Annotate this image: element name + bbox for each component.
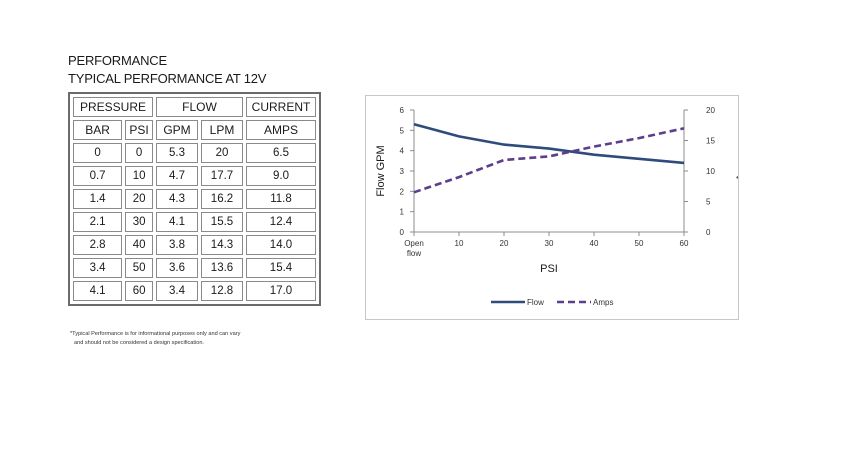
psi-column-header: PSI [125, 120, 153, 140]
y-tick-label: 4 [400, 147, 405, 156]
y2-tick-label: 0 [706, 228, 711, 237]
table-cell: 50 [125, 258, 153, 278]
table-cell: 2.8 [73, 235, 123, 255]
y-tick-label: 5 [400, 126, 405, 135]
table-row: 2.1 30 4.1 15.5 12.4 [73, 212, 316, 232]
table-column-header-row: BAR PSI GPM LPM AMPS [73, 120, 316, 140]
pressure-group-header: PRESSURE [73, 97, 153, 117]
table-row: 3.4 50 3.6 13.6 15.4 [73, 258, 316, 278]
table-cell: 4.1 [156, 212, 198, 232]
legend-label-flow: Flow [527, 298, 544, 307]
x-tick-label: 50 [635, 239, 644, 248]
table-cell: 11.8 [246, 189, 316, 209]
table-cell: 9.0 [246, 166, 316, 186]
table-group-header-row: PRESSURE FLOW CURRENT [73, 97, 316, 117]
table-row: 1.4 20 4.3 16.2 11.8 [73, 189, 316, 209]
lpm-column-header: LPM [201, 120, 243, 140]
y-tick-label: 0 [400, 228, 405, 237]
table-cell: 17.0 [246, 281, 316, 301]
performance-table: PRESSURE FLOW CURRENT BAR PSI GPM LPM AM… [68, 92, 321, 306]
amps-column-header: AMPS [246, 120, 316, 140]
table-cell: 16.2 [201, 189, 243, 209]
table-cell: 17.7 [201, 166, 243, 186]
table-row: 0.7 10 4.7 17.7 9.0 [73, 166, 316, 186]
table-cell: 12.8 [201, 281, 243, 301]
section-subtitle: TYPICAL PERFORMANCE AT 12V [68, 71, 267, 86]
gpm-column-header: GPM [156, 120, 198, 140]
table-cell: 30 [125, 212, 153, 232]
table-cell: 4.3 [156, 189, 198, 209]
table-cell: 13.6 [201, 258, 243, 278]
table-cell: 60 [125, 281, 153, 301]
y2-axis-title: Amps [735, 152, 738, 181]
table-cell: 0.7 [73, 166, 123, 186]
table-cell: 14.3 [201, 235, 243, 255]
disclaimer-note: *Typical Performance is for informationa… [70, 330, 340, 348]
y-tick-label: 6 [400, 106, 405, 115]
series-line-amps [413, 127, 685, 194]
y-axis-title: Flow GPM [375, 145, 387, 196]
section-title: PERFORMANCE [68, 53, 167, 68]
y-tick-label: 2 [400, 187, 405, 196]
table-cell: 3.6 [156, 258, 198, 278]
table-row: 4.1 60 3.4 12.8 17.0 [73, 281, 316, 301]
x-tick-label: 30 [545, 239, 554, 248]
table-cell: 40 [125, 235, 153, 255]
y2-tick-label: 20 [706, 106, 715, 115]
x-tick-label: Open [404, 239, 424, 248]
table-row: 0 0 5.3 20 6.5 [73, 143, 316, 163]
table-cell: 3.4 [156, 281, 198, 301]
y2-tick-label: 15 [706, 137, 715, 146]
y-tick-label: 1 [400, 208, 405, 217]
y-tick-label: 3 [400, 167, 405, 176]
table-cell: 14.0 [246, 235, 316, 255]
disclaimer-line-1: *Typical Performance is for informationa… [70, 331, 241, 337]
table-cell: 15.4 [246, 258, 316, 278]
table-cell: 20 [201, 143, 243, 163]
table-cell: 6.5 [246, 143, 316, 163]
table-cell: 0 [125, 143, 153, 163]
table-cell: 3.4 [73, 258, 123, 278]
table-cell: 4.7 [156, 166, 198, 186]
flow-group-header: FLOW [156, 97, 243, 117]
table-cell: 0 [73, 143, 123, 163]
table-cell: 2.1 [73, 212, 123, 232]
performance-chart: 0 1 2 3 4 5 6 0 5 10 15 20 Open flow 10 20 30 40 50 60 PSI Fl… [365, 95, 747, 320]
table-cell: 3.8 [156, 235, 198, 255]
x-tick-label: 60 [680, 239, 689, 248]
y2-tick-label: 5 [706, 198, 711, 207]
x-tick-label: flow [407, 249, 421, 258]
table-cell: 10 [125, 166, 153, 186]
x-tick-label: 40 [590, 239, 599, 248]
bar-column-header: BAR [73, 120, 123, 140]
x-tick-label: 20 [500, 239, 509, 248]
table-cell: 4.1 [73, 281, 123, 301]
table-cell: 1.4 [73, 189, 123, 209]
table-cell: 5.3 [156, 143, 198, 163]
table-cell: 12.4 [246, 212, 316, 232]
x-tick-label: 10 [455, 239, 464, 248]
current-group-header: CURRENT [246, 97, 316, 117]
table-row: 2.8 40 3.8 14.3 14.0 [73, 235, 316, 255]
x-axis-title: PSI [540, 263, 558, 275]
table-cell: 15.5 [201, 212, 243, 232]
disclaimer-line-2: and should not be considered a design sp… [74, 340, 204, 346]
series-line-flow [413, 122, 685, 165]
y2-tick-label: 10 [706, 167, 715, 176]
table-cell: 20 [125, 189, 153, 209]
legend-label-amps: Amps [593, 298, 613, 307]
